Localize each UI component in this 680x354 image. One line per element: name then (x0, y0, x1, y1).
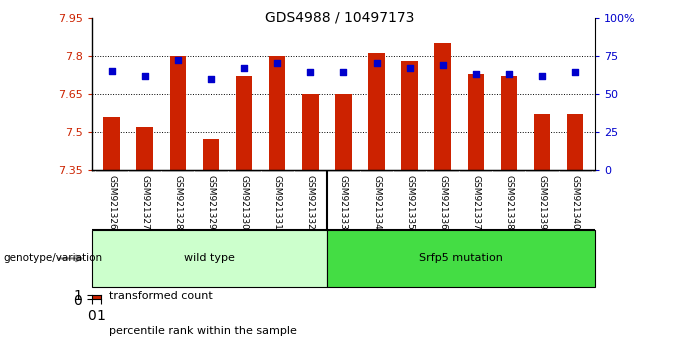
Text: GSM921336: GSM921336 (438, 175, 447, 230)
Text: transformed count: transformed count (109, 291, 213, 301)
Point (537, 73, 547, 78)
Bar (203, 139, 219, 170)
Text: GSM921333: GSM921333 (339, 175, 348, 230)
Bar (169, 56, 186, 170)
Text: GSM921327: GSM921327 (140, 175, 150, 229)
Bar (500, 76, 517, 170)
Bar (435, 43, 451, 170)
Text: GSM921334: GSM921334 (372, 175, 381, 229)
Text: GSM921328: GSM921328 (173, 175, 182, 229)
Bar (468, 74, 484, 170)
Bar (137, 127, 153, 170)
Point (471, 71, 481, 77)
Text: GSM921332: GSM921332 (306, 175, 315, 229)
Text: GSM921335: GSM921335 (405, 175, 414, 230)
Point (404, 65, 415, 71)
Point (338, 70, 349, 75)
Text: GSM921331: GSM921331 (273, 175, 282, 230)
Text: GSM921329: GSM921329 (207, 175, 216, 229)
Point (272, 61, 283, 66)
Text: wild type: wild type (184, 253, 235, 263)
Bar (567, 114, 583, 170)
Point (239, 65, 250, 71)
Text: Srfp5 mutation: Srfp5 mutation (419, 253, 503, 263)
Point (106, 68, 117, 74)
Bar (92, 230, 326, 287)
Text: GSM921326: GSM921326 (107, 175, 116, 229)
Point (437, 62, 448, 68)
Text: GSM921337: GSM921337 (471, 175, 480, 230)
Text: genotype/variation: genotype/variation (3, 253, 103, 263)
Point (305, 70, 316, 75)
Text: GSM921339: GSM921339 (537, 175, 547, 230)
Bar (103, 117, 120, 170)
Bar (369, 53, 385, 170)
Point (139, 73, 150, 78)
Text: GSM921340: GSM921340 (571, 175, 579, 229)
Bar (335, 94, 352, 170)
Bar (401, 61, 418, 170)
Bar (269, 56, 286, 170)
Point (503, 71, 514, 77)
Text: percentile rank within the sample: percentile rank within the sample (109, 326, 296, 336)
Text: GSM921330: GSM921330 (239, 175, 249, 230)
Point (570, 70, 581, 75)
Text: GSM921338: GSM921338 (505, 175, 513, 230)
Point (205, 76, 216, 81)
Bar (236, 76, 252, 170)
Text: GDS4988 / 10497173: GDS4988 / 10497173 (265, 11, 415, 25)
Point (371, 61, 382, 66)
Bar (302, 94, 318, 170)
Point (173, 57, 184, 63)
Bar (534, 114, 550, 170)
Bar (326, 230, 595, 287)
